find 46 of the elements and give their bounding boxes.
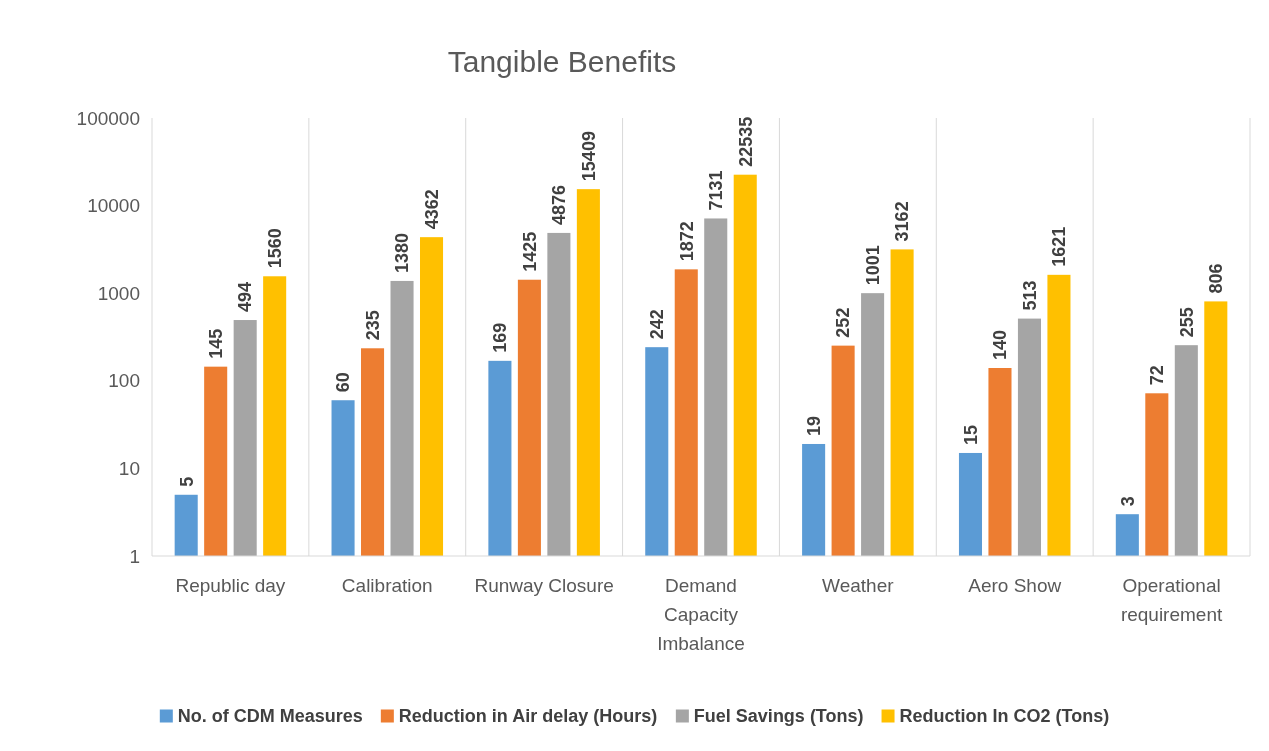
data-label: 4362	[421, 189, 442, 230]
data-label: 513	[1019, 280, 1040, 311]
data-label: 140	[990, 329, 1011, 360]
data-label: 3162	[892, 201, 913, 242]
legend-label: No. of CDM Measures	[177, 706, 363, 727]
chart-title: Tangible Benefits	[447, 45, 677, 78]
legend-label: Reduction in Air delay (Hours)	[398, 706, 658, 727]
data-label: 19	[803, 415, 824, 436]
data-label: 806	[1206, 263, 1227, 294]
y-tick-label: 10000	[87, 195, 140, 217]
data-label: 15	[960, 424, 981, 445]
y-tick-label: 10	[118, 458, 140, 480]
data-label: 60	[333, 372, 354, 393]
data-label: 1380	[392, 232, 413, 273]
data-label: 5	[176, 476, 197, 487]
x-tick-label: Demand Capacity Imbalance	[657, 575, 745, 654]
x-tick-label: Calibration	[341, 575, 433, 596]
data-label: 7131	[706, 170, 727, 211]
data-label: 145	[205, 328, 226, 359]
data-label: 1872	[676, 221, 697, 262]
x-tick-label: Weather	[822, 575, 895, 596]
data-label: 255	[1176, 307, 1197, 338]
data-label: 494	[235, 281, 256, 313]
x-tick-label: Runway Closure	[474, 575, 614, 596]
y-tick-label: 1	[129, 545, 140, 567]
y-tick-label: 1000	[97, 282, 140, 304]
data-label: 4876	[549, 184, 570, 225]
data-label: 252	[833, 307, 854, 338]
data-label: 1560	[264, 228, 285, 269]
data-label: 235	[362, 310, 383, 341]
data-label: 1621	[1049, 226, 1070, 267]
legend-label: Fuel Savings (Tons)	[693, 706, 864, 727]
x-tick-label: Republic day	[175, 575, 286, 596]
data-label: 169	[490, 322, 511, 353]
data-label: 242	[647, 309, 668, 340]
data-label: 22535	[735, 116, 756, 167]
data-label: 3	[1117, 496, 1138, 507]
data-label: 1001	[862, 245, 883, 286]
y-tick-label: 100	[108, 370, 140, 392]
data-label: 15409	[578, 131, 599, 182]
y-tick-label: 100000	[76, 107, 140, 129]
legend-label: Reduction In CO2 (Tons)	[899, 706, 1110, 727]
x-tick-label: Aero Show	[968, 575, 1062, 596]
data-label: 1425	[519, 231, 540, 272]
data-label: 72	[1147, 365, 1168, 386]
x-tick-label: Operational requirement	[1120, 575, 1223, 625]
